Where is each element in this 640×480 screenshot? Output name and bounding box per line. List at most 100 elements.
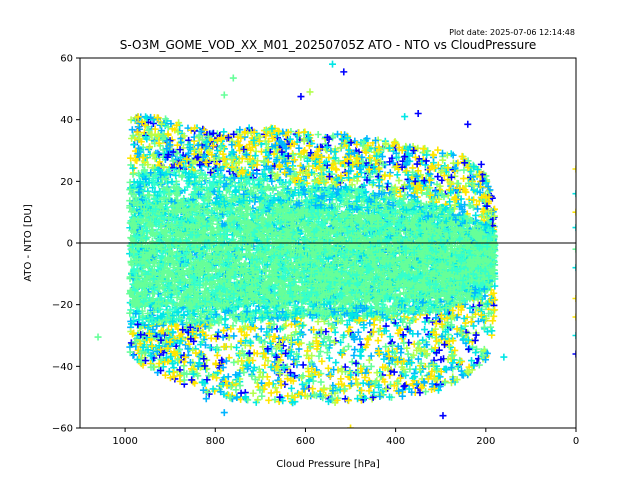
data-point [386,172,394,180]
data-point [142,133,150,141]
data-point [341,363,349,371]
data-point [253,350,261,358]
data-point [439,156,447,164]
data-point [143,114,151,122]
data-point [386,333,394,341]
data-point [230,358,238,366]
data-point [469,313,477,321]
data-point [413,160,421,168]
data-point [203,376,211,384]
data-point [344,342,352,350]
data-point [354,395,362,403]
data-point [395,177,403,185]
data-point [434,146,442,154]
data-point [295,340,303,348]
data-point [353,379,361,387]
data-point [435,346,443,354]
data-point [298,380,306,388]
data-point [403,167,411,175]
data-point [447,343,455,351]
data-point [182,156,190,164]
data-point [421,161,429,169]
data-point [287,384,295,392]
data-point [373,377,381,385]
data-point [329,321,337,329]
data-point [419,336,427,344]
data-point [145,144,153,152]
data-point [331,328,339,336]
data-point [333,396,341,404]
data-point [322,328,330,336]
data-point [220,128,228,136]
data-point [471,336,479,344]
data-point [377,373,385,381]
data-point [232,380,240,388]
data-point [386,371,394,379]
data-point [191,334,199,342]
data-point [280,322,288,330]
data-point [350,352,358,359]
data-point [147,352,155,360]
data-point [205,146,213,154]
data-point [271,396,279,404]
data-point [324,364,332,372]
data-point [237,395,245,403]
data-point [399,386,407,394]
data-point [255,336,263,344]
data-point [344,327,352,335]
data-point [258,392,266,400]
data-point [299,361,307,369]
data-point [449,365,457,373]
data-point [421,326,429,334]
data-point [273,388,281,396]
data-point [352,375,360,383]
data-point [421,318,429,326]
data-point [428,327,436,335]
points-layer [94,60,576,428]
data-point [268,350,276,358]
data-point [398,392,406,400]
data-point [334,130,342,138]
data-point [348,358,356,366]
data-point [392,354,400,362]
data-point [357,169,365,177]
data-point [406,365,414,373]
data-point [341,168,349,176]
data-point [414,355,422,363]
data-point [366,173,374,181]
data-point [299,372,307,380]
data-point [325,371,333,379]
data-point [267,389,275,397]
data-point [488,327,496,335]
data-point [473,345,481,353]
data-point [224,373,232,381]
data-point [460,314,468,322]
data-point [386,158,394,166]
data-point [460,175,468,183]
data-point [390,368,398,376]
data-point [415,155,423,163]
data-point [443,314,451,322]
data-point [220,343,228,351]
data-point [337,375,345,383]
data-point [441,310,449,318]
data-point [345,174,353,182]
data-point [318,153,326,161]
data-point [323,349,331,357]
data-point [207,169,215,177]
data-point [325,320,333,328]
data-point [162,115,170,123]
data-point [240,146,248,154]
data-point [396,326,404,334]
data-point [249,367,257,375]
data-point [367,352,375,360]
data-point [176,146,184,154]
data-point [170,348,178,356]
data-point [144,161,152,169]
data-point [314,318,322,326]
data-point [420,379,428,387]
data-point [184,149,192,157]
data-point [261,338,269,346]
data-point [176,366,184,374]
